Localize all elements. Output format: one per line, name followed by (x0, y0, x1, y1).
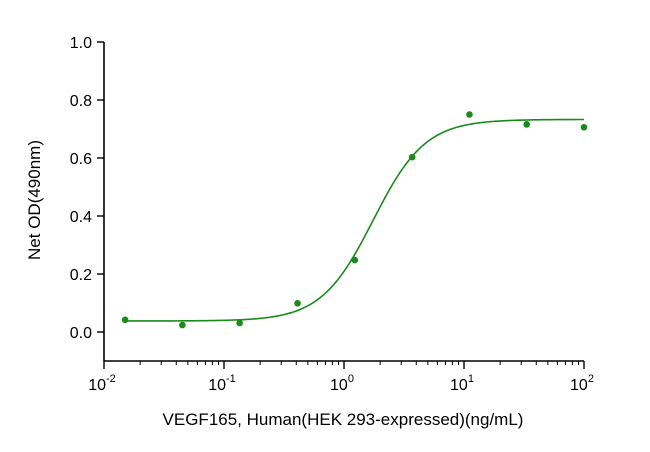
data-point (121, 316, 129, 324)
x-tick-label: 10-2 (88, 373, 116, 394)
data-point (236, 319, 243, 327)
y-tick-label: 0.6 (70, 151, 92, 168)
data-point (179, 321, 186, 329)
data-point (294, 299, 301, 307)
data-point (351, 256, 359, 264)
fit-curve-layer (125, 118, 585, 322)
y-axis-label: Net OD(490nm) (25, 140, 44, 260)
x-axis: 10-2 10-1 100 101 102 (88, 360, 594, 394)
data-point (466, 111, 473, 118)
y-tick-label: 0.0 (70, 325, 92, 342)
x-axis-label: VEGF165, Human(HEK 293-expressed)(ng/mL) (163, 410, 524, 429)
data-point (523, 121, 530, 128)
x-tick-label: 100 (330, 373, 354, 394)
x-tick-label: 102 (570, 373, 594, 394)
data-point (580, 123, 588, 131)
y-tick-label: 1.0 (70, 35, 92, 52)
x-tick-label: 101 (450, 373, 474, 394)
y-tick-label: 0.2 (70, 267, 92, 284)
x-tick-label: 10-1 (208, 373, 236, 394)
data-point (408, 153, 416, 161)
y-axis: 0.0 0.2 0.4 0.6 0.8 1.0 (70, 35, 105, 361)
fit-curve (125, 118, 585, 322)
data-points-layer (121, 111, 588, 329)
y-tick-label: 0.8 (70, 93, 92, 110)
y-tick-label: 0.4 (70, 209, 92, 226)
